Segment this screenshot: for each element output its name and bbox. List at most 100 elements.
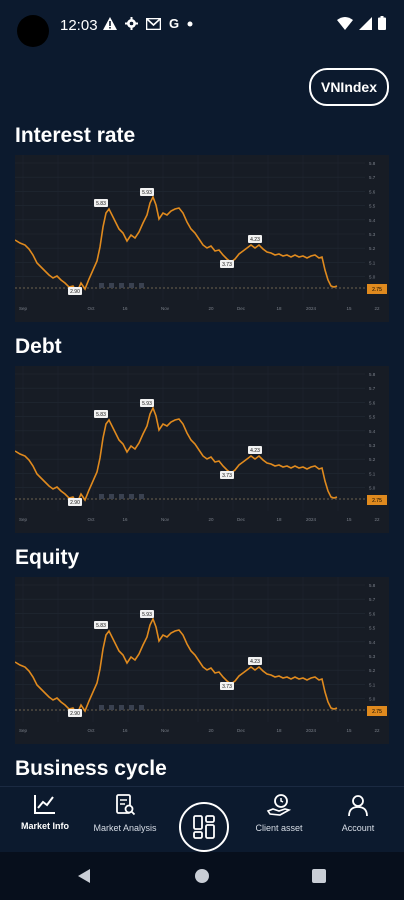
y-tick-label: 5.5 <box>369 204 376 209</box>
svg-text:5.83: 5.83 <box>96 623 106 629</box>
y-tick-label: 5.6 <box>369 400 376 405</box>
nav-dashboard-button[interactable] <box>179 802 229 852</box>
chart-line-icon <box>34 795 55 814</box>
avatar[interactable] <box>17 15 49 47</box>
hand-clock-icon <box>266 794 292 816</box>
line-chart-svg: 2.90 5.83 5.93 3.73 4.23 5.8 5.7 5.6 5.5 5.4 5.3 5.… <box>15 366 387 522</box>
x-tick-label: 22 <box>374 306 380 311</box>
x-tick-label: 16 <box>122 728 128 733</box>
y-tick-label: 5.6 <box>369 189 376 194</box>
last-value-tag <box>367 284 387 294</box>
last-value-text: 2.75 <box>372 287 382 293</box>
x-tick-label: Nov <box>161 306 170 311</box>
status-bar: 12:03 G <box>0 0 404 52</box>
nav-market-analysis[interactable]: Market Analysis <box>85 793 165 833</box>
x-tick-label: Dec <box>237 517 246 522</box>
nav-account[interactable]: Account <box>318 793 398 833</box>
status-time: 12:03 <box>60 17 98 34</box>
svg-text:5.93: 5.93 <box>142 190 152 196</box>
y-tick-label: 5.4 <box>369 640 376 645</box>
x-tick-label: Oct <box>87 517 95 522</box>
last-value-tag <box>367 706 387 716</box>
nav-label-market-analysis: Market Analysis <box>93 823 157 833</box>
annotation-label: 5.93 <box>140 399 154 407</box>
y-tick-label: 5.7 <box>369 597 376 602</box>
y-tick-label: 5.5 <box>369 415 376 420</box>
svg-text:2.90: 2.90 <box>70 289 80 295</box>
chart-tool-icon <box>119 705 124 710</box>
x-tick-label: 2024 <box>306 728 317 733</box>
y-tick-label: 5.0 <box>369 697 376 702</box>
x-tick-label: 2024 <box>306 306 317 311</box>
x-tick-label: 15 <box>346 306 352 311</box>
signal-icon <box>359 16 372 30</box>
interest-rate-chart[interactable]: 2.90 5.83 5.93 3.73 4.23 5.8 5.7 5.6 5.5 5.4 5.3 5.… <box>15 155 389 322</box>
google-icon: G <box>169 16 180 31</box>
x-tick-label: Dec <box>237 728 246 733</box>
x-tick-label: 20 <box>208 517 214 522</box>
debt-chart[interactable]: 2.90 5.83 5.93 3.73 4.23 5.8 5.7 5.6 5.5 5.4 5.3 5.… <box>15 366 389 533</box>
y-tick-label: 5.3 <box>369 232 376 237</box>
x-tick-label: 22 <box>374 728 380 733</box>
series-line <box>15 617 338 716</box>
chart-tool-icon <box>99 494 104 499</box>
line-chart-svg: 2.90 5.83 5.93 3.73 4.23 5.8 5.7 5.6 5.5 5.4 5.3 5.… <box>15 155 387 311</box>
bottom-nav: Market Info Market Analysis Client asset… <box>0 786 404 853</box>
vnindex-button[interactable]: VNIndex <box>308 68 389 106</box>
section-title-business-cycle: Business cycle <box>15 757 167 780</box>
annotation-label: 2.90 <box>68 287 82 295</box>
equity-chart[interactable]: 2.90 5.83 5.93 3.73 4.23 5.8 5.7 5.6 5.5 5.4 5.3 5.… <box>15 577 389 744</box>
svg-text:5.93: 5.93 <box>142 612 152 618</box>
x-tick-label: 16 <box>122 306 128 311</box>
svg-text:2.90: 2.90 <box>70 711 80 717</box>
y-tick-label: 5.1 <box>369 471 376 476</box>
system-nav-bar <box>0 852 404 900</box>
annotation-label: 4.23 <box>248 657 262 665</box>
annotation-label: 5.83 <box>94 410 108 418</box>
chart-tool-icon <box>119 494 124 499</box>
svg-text:3.73: 3.73 <box>222 684 232 690</box>
y-tick-label: 5.3 <box>369 443 376 448</box>
x-tick-label: 18 <box>276 728 282 733</box>
x-tick-label: 2024 <box>306 517 317 522</box>
nav-market-info[interactable]: Market Info <box>5 793 85 831</box>
chart-tool-icon <box>99 283 104 288</box>
annotation-label: 5.83 <box>94 621 108 629</box>
dot-icon <box>187 21 193 26</box>
section-title-equity: Equity <box>15 546 80 569</box>
y-tick-label: 5.1 <box>369 682 376 687</box>
section-title-debt: Debt <box>15 335 62 358</box>
y-tick-label: 5.1 <box>369 260 376 265</box>
report-search-icon <box>116 794 136 816</box>
chart-tool-icon <box>109 283 114 288</box>
mail-icon <box>146 17 161 30</box>
warning-icon <box>103 17 117 30</box>
last-value-text: 2.75 <box>372 498 382 504</box>
y-tick-label: 5.2 <box>369 668 376 673</box>
svg-text:2.90: 2.90 <box>70 500 80 506</box>
annotation-label: 2.90 <box>68 709 82 717</box>
series-line <box>15 195 338 294</box>
chart-tool-icon <box>129 283 134 288</box>
annotation-label: 3.73 <box>220 260 234 268</box>
status-icons: G <box>103 16 193 31</box>
annotation-label: 5.93 <box>140 610 154 618</box>
svg-text:5.83: 5.83 <box>96 201 106 207</box>
y-tick-label: 5.3 <box>369 654 376 659</box>
back-icon[interactable] <box>76 868 92 884</box>
nav-client-asset[interactable]: Client asset <box>239 793 319 833</box>
svg-text:3.73: 3.73 <box>222 473 232 479</box>
section-title-interest-rate: Interest rate <box>15 124 136 147</box>
x-tick-label: Oct <box>87 728 95 733</box>
series-line <box>15 406 338 505</box>
recents-icon[interactable] <box>312 869 326 883</box>
last-value-text: 2.75 <box>372 709 382 715</box>
chart-tool-icon <box>139 494 144 499</box>
svg-text:4.23: 4.23 <box>250 659 260 665</box>
annotation-label: 4.23 <box>248 235 262 243</box>
svg-text:4.23: 4.23 <box>250 237 260 243</box>
chart-tool-icon <box>119 283 124 288</box>
chart-tool-icon <box>99 705 104 710</box>
y-tick-label: 5.4 <box>369 218 376 223</box>
home-icon[interactable] <box>194 868 210 884</box>
